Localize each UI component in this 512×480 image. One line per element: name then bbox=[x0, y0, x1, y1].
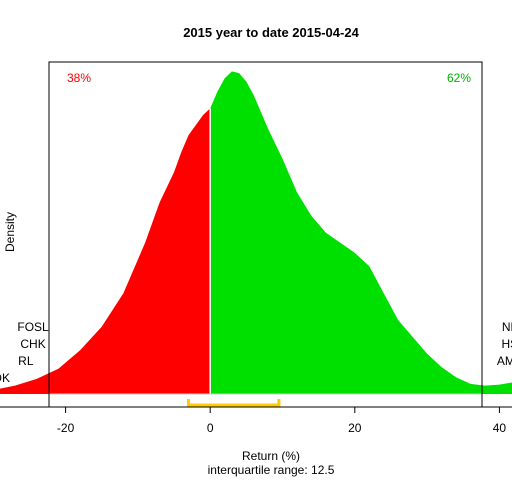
stock-label: FOSL bbox=[17, 320, 49, 334]
stock-label: HSP bbox=[502, 337, 512, 351]
negative-share-label: 38% bbox=[67, 71, 91, 85]
x-tick-label: 20 bbox=[348, 421, 362, 435]
stock-label: CHK bbox=[20, 337, 45, 351]
positive-density-area bbox=[210, 71, 512, 394]
chart-title: 2015 year to date 2015-04-24 bbox=[183, 25, 359, 40]
x-tick-label: 0 bbox=[207, 421, 214, 435]
stock-label: AMZN bbox=[497, 354, 512, 368]
stock-label: SNDK bbox=[0, 371, 10, 385]
plot-area bbox=[0, 61, 512, 408]
x-axis-label: Return (%) bbox=[242, 449, 300, 463]
iqr-bracket bbox=[187, 399, 281, 407]
iqr-caption: interquartile range: 12.5 bbox=[208, 463, 335, 477]
x-tick-label: -20 bbox=[57, 421, 75, 435]
stock-label: NFX bbox=[502, 320, 512, 334]
y-axis-label: Density bbox=[3, 212, 17, 252]
stock-labels: FOSLCHKRLSNDKNFXHSPAMZNNFLX bbox=[0, 320, 512, 385]
negative-density-area bbox=[0, 108, 211, 394]
x-tick-label: 40 bbox=[493, 421, 507, 435]
x-axis: -40-200204060 bbox=[0, 406, 512, 435]
positive-share-label: 62% bbox=[447, 71, 471, 85]
stock-label: RL bbox=[18, 354, 34, 368]
